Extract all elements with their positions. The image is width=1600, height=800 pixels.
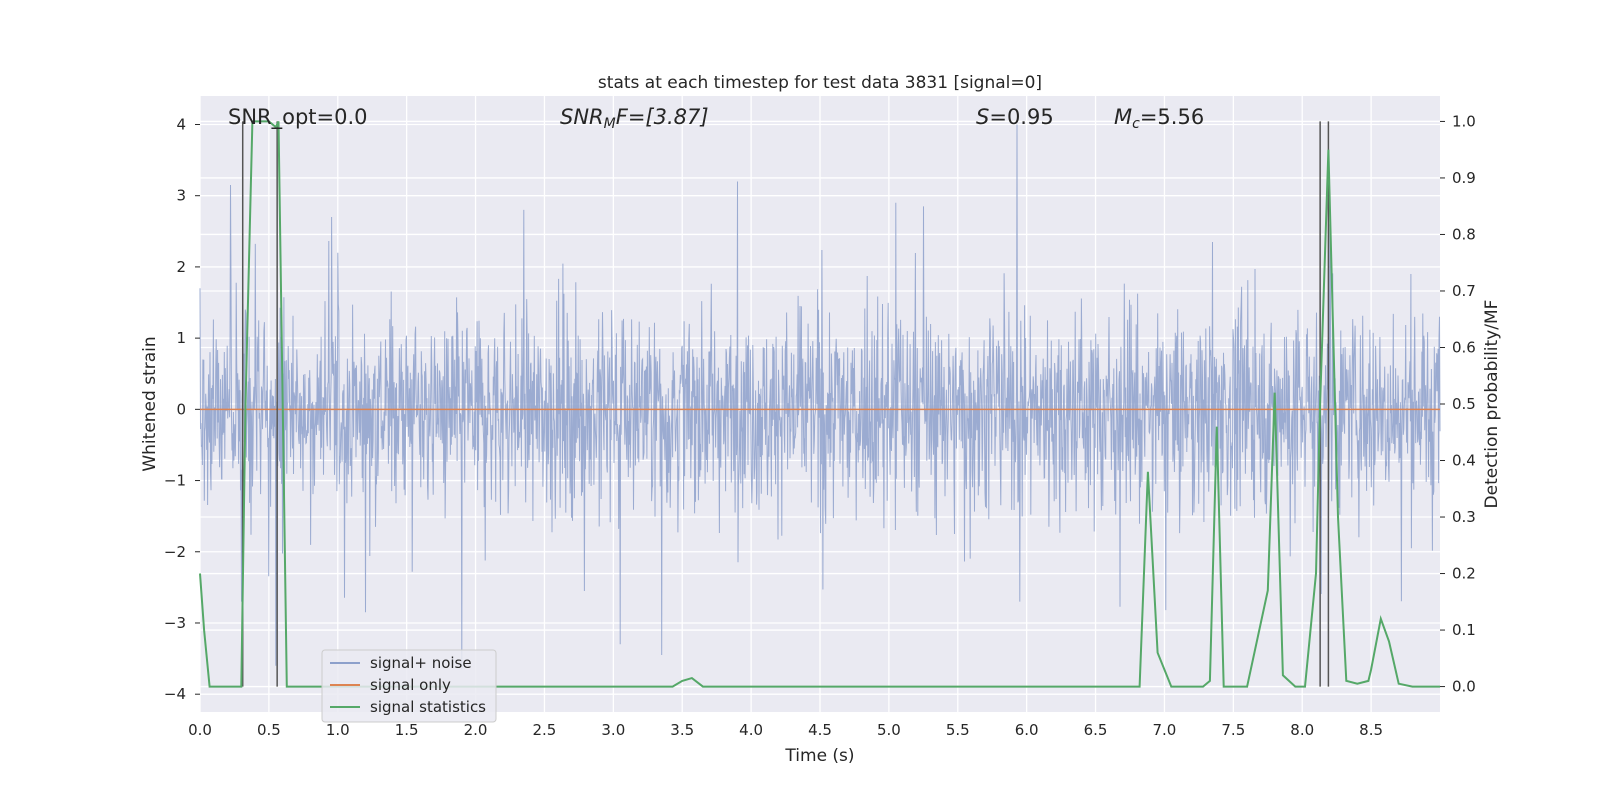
annotation-mc-subscript: c xyxy=(1132,116,1140,132)
annotation-s-value: =0.95 xyxy=(989,105,1053,129)
y-right-tick-label: 0.2 xyxy=(1452,565,1476,583)
y-tick-label: 2 xyxy=(176,258,186,276)
y-tick-label: −2 xyxy=(164,543,186,561)
y-right-tick-label: 0.4 xyxy=(1452,452,1476,470)
x-tick-label: 1.5 xyxy=(395,721,419,739)
annotation-s: S=0.95 xyxy=(976,105,1054,129)
x-tick-label: 3.5 xyxy=(670,721,694,739)
y-tick-label: 1 xyxy=(176,329,186,347)
y-tick-label: −1 xyxy=(164,472,186,490)
y-right-axis-label: Detection probability/MF xyxy=(1482,300,1502,509)
annotation-mc-symbol: M xyxy=(1114,105,1132,129)
y-right-tick-label: 0.5 xyxy=(1452,395,1476,413)
annotation-s-symbol: S xyxy=(976,105,989,129)
annotation-snr-mf: SNRMF=[3.87] xyxy=(560,105,709,132)
x-tick-label: 6.5 xyxy=(1084,721,1108,739)
x-tick-label: 0.0 xyxy=(188,721,212,739)
y-tick-label: −3 xyxy=(164,614,186,632)
y-right-axis-ticks: 0.0 0.1 0.2 0.3 0.4 0.5 0.6 0.7 0.8 0.9 1.0 xyxy=(1440,112,1476,696)
y-right-tick-label: 0.1 xyxy=(1452,621,1476,639)
x-tick-label: 2.5 xyxy=(533,721,557,739)
annotation-mc-value: =5.56 xyxy=(1140,105,1204,129)
legend-label-noise: signal+ noise xyxy=(370,654,472,672)
x-tick-label: 2.0 xyxy=(464,721,488,739)
x-tick-label: 5.0 xyxy=(877,721,901,739)
y-tick-label: 3 xyxy=(176,187,186,205)
y-axis-ticks: −4 −3 −2 −1 0 1 2 3 4 xyxy=(164,115,200,703)
x-tick-label: 7.0 xyxy=(1153,721,1177,739)
x-axis-ticks: 0.0 0.5 1.0 1.5 2.0 2.5 3.0 3.5 4.0 4.5 5.0 5.5 6.0 6… xyxy=(188,721,1383,739)
x-tick-label: 4.0 xyxy=(739,721,763,739)
y-right-tick-label: 1.0 xyxy=(1452,112,1476,130)
chart-title: stats at each timestep for test data 383… xyxy=(598,73,1042,93)
y-tick-label: −4 xyxy=(164,685,186,703)
y-right-tick-label: 0.3 xyxy=(1452,508,1476,526)
x-tick-label: 4.5 xyxy=(808,721,832,739)
x-tick-label: 8.5 xyxy=(1359,721,1383,739)
y-right-tick-label: 0.8 xyxy=(1452,225,1476,243)
y-right-tick-label: 0.6 xyxy=(1452,338,1476,356)
annotation-snr-mf-symbol: SNR xyxy=(560,105,604,129)
legend: signal+ noise signal only signal statist… xyxy=(321,649,497,723)
y-right-tick-label: 0.9 xyxy=(1452,169,1476,187)
x-axis-label: Time (s) xyxy=(784,746,854,766)
x-tick-label: 0.5 xyxy=(257,721,281,739)
x-tick-label: 3.0 xyxy=(601,721,625,739)
annotation-snr-mf-subscript: M xyxy=(604,116,616,132)
x-tick-label: 1.0 xyxy=(326,721,350,739)
x-tick-label: 5.5 xyxy=(946,721,970,739)
signal-statistics-series-line xyxy=(199,120,1440,688)
annotation-snr-mf-f: F=[3.87] xyxy=(616,105,709,129)
y-tick-label: 0 xyxy=(176,400,186,418)
x-tick-label: 6.0 xyxy=(1015,721,1039,739)
legend-label-signal: signal only xyxy=(370,676,451,694)
y-tick-label: 4 xyxy=(176,115,186,133)
noise-trace xyxy=(199,124,1441,670)
x-tick-label: 8.0 xyxy=(1290,721,1314,739)
x-tick-label: 7.5 xyxy=(1221,721,1245,739)
legend-label-stats: signal statistics xyxy=(370,698,486,716)
legend-box xyxy=(321,649,497,723)
y-right-tick-label: 0.0 xyxy=(1452,678,1476,696)
noise-series-line xyxy=(199,124,1441,670)
annotation-snr-opt: SNR_opt=0.0 xyxy=(228,105,368,130)
annotation-mc: Mc=5.56 xyxy=(1114,105,1204,132)
y-axis-label: Whitened strain xyxy=(140,336,160,471)
y-right-tick-label: 0.7 xyxy=(1452,282,1476,300)
signal-statistics-trace xyxy=(199,120,1440,688)
